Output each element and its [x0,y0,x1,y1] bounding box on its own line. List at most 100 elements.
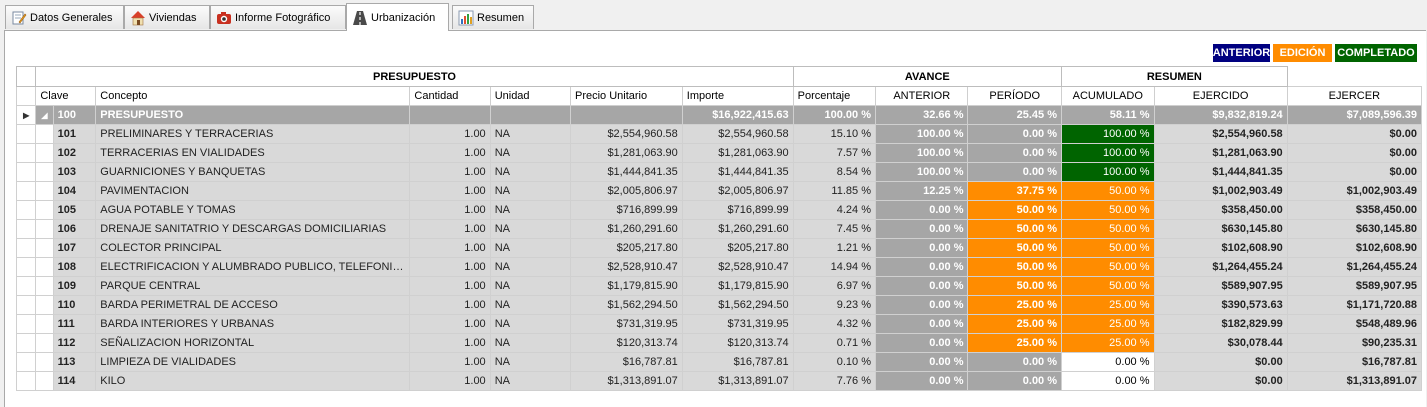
tab-viviendas[interactable]: Viviendas [124,5,210,29]
row-indent [35,371,54,391]
cell-periodo[interactable]: 25.00 % [967,295,1063,315]
table-row[interactable]: 111 BARDA INTERIORES Y URBANAS 1.00 NA $731,… [15,314,1423,334]
cell-importe: $16,922,415.63 [681,105,794,125]
cell-ejercer: $630,145.80 [1286,219,1423,239]
tab-datos-generales[interactable]: Datos Generales [5,5,124,29]
cell-unidad: NA [489,181,571,201]
cell-cantidad: 1.00 [409,257,491,277]
table-row[interactable]: 105 AGUA POTABLE Y TOMAS 1.00 NA $716,899.99… [15,200,1423,220]
cell-periodo[interactable]: 37.75 % [967,181,1063,201]
cell-unidad: NA [489,162,571,182]
cell-unidad: NA [489,276,571,296]
cell-periodo[interactable]: 50.00 % [967,200,1063,220]
row-indent [35,181,54,201]
table-row[interactable]: 104 PAVIMENTACION 1.00 NA $2,005,806.97 $2,00… [15,181,1423,201]
col-header-cantidad[interactable]: Cantidad [409,86,491,106]
row-indicator [15,124,37,144]
cell-periodo[interactable]: 50.00 % [967,219,1063,239]
cell-concepto: GUARNICIONES Y BANQUETAS [95,162,411,182]
cell-anterior: 0.00 % [874,219,969,239]
cell-ejercido: $30,078.44 [1153,333,1288,353]
table-row[interactable]: 101 PRELIMINARES Y TERRACERIAS 1.00 NA $2,55… [15,124,1423,144]
table-row[interactable]: 113 LIMPIEZA DE VIALIDADES 1.00 NA $16,787.8… [15,352,1423,372]
budget-grid[interactable]: PRESUPUESTO AVANCE RESUMEN Clave Concept… [15,66,1423,391]
col-header-unidad[interactable]: Unidad [489,86,571,106]
cell-concepto: LIMPIEZA DE VIALIDADES [95,352,411,372]
tab-resumen[interactable]: Resumen [452,5,534,29]
col-header-ejercido[interactable]: EJERCIDO [1153,86,1288,106]
cell-periodo[interactable]: 25.00 % [967,314,1063,334]
collapse-triangle-icon: ◢ [41,111,48,120]
row-indicator [15,219,37,239]
cell-anterior: 0.00 % [874,238,969,258]
cell-clave: 109 [52,276,97,296]
band-presupuesto: PRESUPUESTO [35,66,794,87]
col-header-ejercer[interactable]: EJERCER [1286,86,1423,106]
col-header-acumulado[interactable]: ACUMULADO [1061,86,1155,106]
cell-cantidad: 1.00 [409,162,491,182]
table-row[interactable]: 108 ELECTRIFICACION Y ALUMBRADO PUBLICO, … [15,257,1423,277]
col-header-clave[interactable]: Clave [35,86,97,106]
cell-periodo[interactable]: 25.00 % [967,333,1063,353]
table-row[interactable]: 102 TERRACERIAS EN VIALIDADES 1.00 NA $1,281… [15,143,1423,163]
row-indicator: ▶ [15,105,37,125]
cell-anterior: 0.00 % [874,276,969,296]
tab-urbanizacion[interactable]: Urbanización [346,3,449,31]
cell-periodo[interactable]: 50.00 % [967,257,1063,277]
cell-porcentaje: 0.71 % [792,333,876,353]
legend-edicion: EDICIÓN [1272,43,1333,63]
row-indent [35,124,54,144]
tab-label: Datos Generales [30,11,113,24]
cell-periodo[interactable]: 0.00 % [967,162,1063,182]
table-row[interactable]: 110 BARDA PERIMETRAL DE ACCESO 1.00 NA $1,56… [15,295,1423,315]
collapse-toggle[interactable]: ◢ [35,105,54,125]
parent-row[interactable]: ▶ ◢ 100 PRESUPUESTO $16,922,415.63 100.0… [15,105,1423,125]
cell-ejercido: $182,829.99 [1153,314,1288,334]
table-row[interactable]: 109 PARQUE CENTRAL 1.00 NA $1,179,815.90 $1,1… [15,276,1423,296]
cell-importe: $1,179,815.90 [681,276,794,296]
row-indent [35,200,54,220]
table-row[interactable]: 103 GUARNICIONES Y BANQUETAS 1.00 NA $1,444,… [15,162,1423,182]
table-row[interactable]: 107 COLECTOR PRINCIPAL 1.00 NA $205,217.80 $2… [15,238,1423,258]
col-header-importe[interactable]: Importe [681,86,794,106]
cell-acumulado: 50.00 % [1061,219,1155,239]
cell-clave: 101 [52,124,97,144]
table-row[interactable]: 112 SEÑALIZACION HORIZONTAL 1.00 NA $120,313… [15,333,1423,353]
cell-ejercer: $1,264,455.24 [1286,257,1423,277]
cell-concepto: AGUA POTABLE Y TOMAS [95,200,411,220]
cell-periodo[interactable]: 0.00 % [967,352,1063,372]
cell-precio: $1,260,291.60 [569,219,683,239]
cell-precio: $16,787.81 [569,352,683,372]
col-header-concepto[interactable]: Concepto [95,86,411,106]
current-row-arrow-icon: ▶ [23,111,30,120]
cell-porcentaje: 4.32 % [792,314,876,334]
cell-ejercer: $0.00 [1286,162,1423,182]
cell-periodo[interactable]: 50.00 % [967,276,1063,296]
cell-periodo[interactable]: 0.00 % [967,143,1063,163]
cell-anterior: 0.00 % [874,200,969,220]
tab-label: Viviendas [149,11,197,24]
house-icon [130,10,146,26]
cell-periodo[interactable]: 50.00 % [967,238,1063,258]
col-header-periodo[interactable]: PERÍODO [967,86,1063,106]
cell-anterior: 0.00 % [874,333,969,353]
cell-ejercer: $589,907.95 [1286,276,1423,296]
cell-precio: $120,313.74 [569,333,683,353]
cell-periodo[interactable]: 0.00 % [967,124,1063,144]
table-row[interactable]: 114 KILO 1.00 NA $1,313,891.07 $1,313,891.07 7… [15,371,1423,391]
cell-concepto: ELECTRIFICACION Y ALUMBRADO PUBLICO, TEL… [95,257,411,277]
table-row[interactable]: 106 DRENAJE SANITATRIO Y DESCARGAS DOMICI… [15,219,1423,239]
col-header-precio-unitario[interactable]: Precio Unitario [569,86,683,106]
cell-unidad: NA [489,238,571,258]
cell-concepto: TERRACERIAS EN VIALIDADES [95,143,411,163]
cell-unidad: NA [489,143,571,163]
tab-informe-fotografico[interactable]: Informe Fotográfico [210,5,346,29]
cell-ejercido: $589,907.95 [1153,276,1288,296]
cell-ejercer: $1,313,891.07 [1286,371,1423,391]
cell-periodo[interactable]: 0.00 % [967,371,1063,391]
cell-importe: $2,528,910.47 [681,257,794,277]
cell-anterior: 100.00 % [874,124,969,144]
col-header-anterior[interactable]: ANTERIOR [874,86,969,106]
cell-precio: $205,217.80 [569,238,683,258]
col-header-porcentaje[interactable]: Porcentaje [792,86,876,106]
